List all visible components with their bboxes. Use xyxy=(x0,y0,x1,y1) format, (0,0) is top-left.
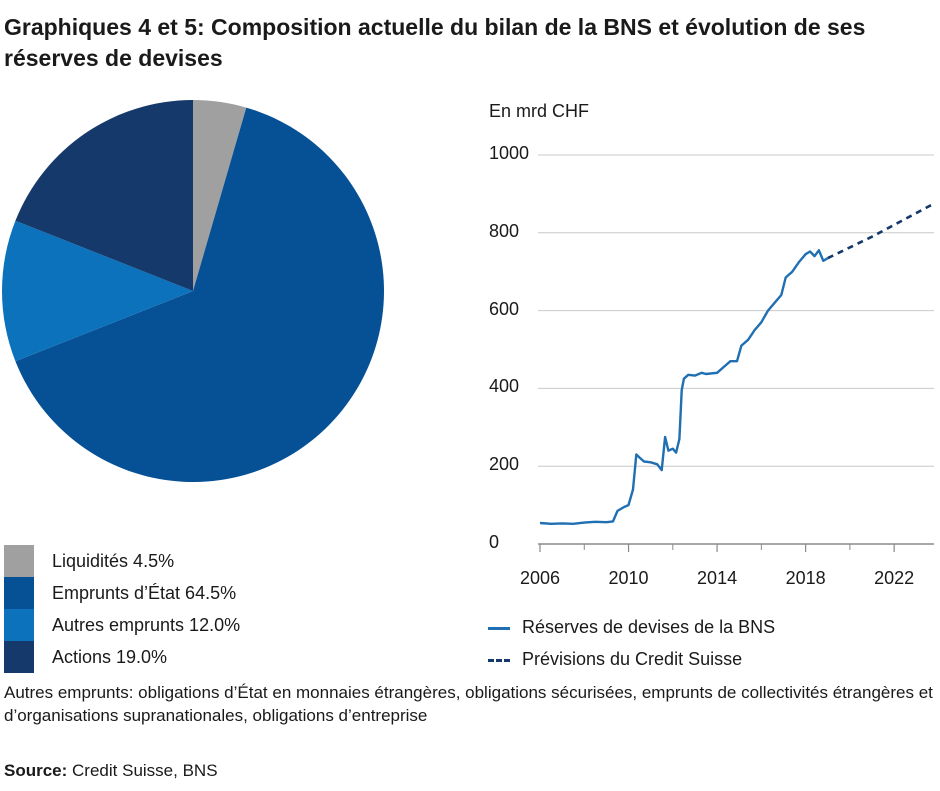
legend-swatch-2 xyxy=(4,609,34,641)
source-label: Source: xyxy=(4,761,68,780)
legend-swatch-1 xyxy=(4,577,34,609)
x-tick-2006: 2006 xyxy=(519,568,561,588)
legend-label-2: Autres emprunts 12.0% xyxy=(52,615,241,635)
series-line-0 xyxy=(539,249,829,525)
y-tick-600: 600 xyxy=(489,298,520,319)
legend-label: Réserves de devises de la BNS xyxy=(522,617,776,637)
series-line-1 xyxy=(827,202,935,260)
legend-label-0: Liquidités 4.5% xyxy=(52,551,175,571)
y-axis-unit: En mrd CHF xyxy=(489,101,590,121)
y-tick-1000: 1000 xyxy=(489,143,530,163)
pie-chart xyxy=(2,100,384,482)
legend-swatch-dashed xyxy=(488,658,510,662)
pie-slice-0 xyxy=(193,100,247,291)
pie-slice-3 xyxy=(15,100,194,291)
x-tick-2018: 2018 xyxy=(785,568,826,588)
y-tick-0: 0 xyxy=(489,532,500,552)
y-tick-800: 800 xyxy=(489,220,520,241)
x-tick-2014: 2014 xyxy=(697,568,738,588)
source-text: Credit Suisse, BNS xyxy=(72,761,218,780)
y-tick-200: 200 xyxy=(489,454,520,475)
footnote: Autres emprunts: obligations d’État en m… xyxy=(4,683,933,725)
legend-swatch-3 xyxy=(4,641,34,673)
x-tick-2022: 2022 xyxy=(874,568,915,588)
pie-slice-2 xyxy=(2,220,194,362)
line-chart-axis xyxy=(538,543,934,552)
line-chart-grid xyxy=(538,154,934,467)
legend-item-reserves: Réserves de devises de la BNS xyxy=(488,616,775,638)
legend-swatch-solid xyxy=(488,626,510,630)
y-tick-400: 400 xyxy=(489,376,520,397)
pie-slice-1 xyxy=(15,107,384,482)
legend-item-forecast: Prévisions du Credit Suisse xyxy=(488,648,742,670)
legend-label: Prévisions du Credit Suisse xyxy=(522,649,743,669)
chart-title: Graphiques 4 et 5: Composition actuelle … xyxy=(4,14,866,71)
source-line: Source: Credit Suisse, BNS xyxy=(4,760,218,782)
legend-label-3: Actions 19.0% xyxy=(52,647,168,667)
legend-label-1: Emprunts d’État 64.5% xyxy=(52,583,237,603)
x-tick-2010: 2010 xyxy=(608,568,649,588)
legend-swatch-0 xyxy=(4,545,34,577)
line-chart-series xyxy=(539,202,935,525)
